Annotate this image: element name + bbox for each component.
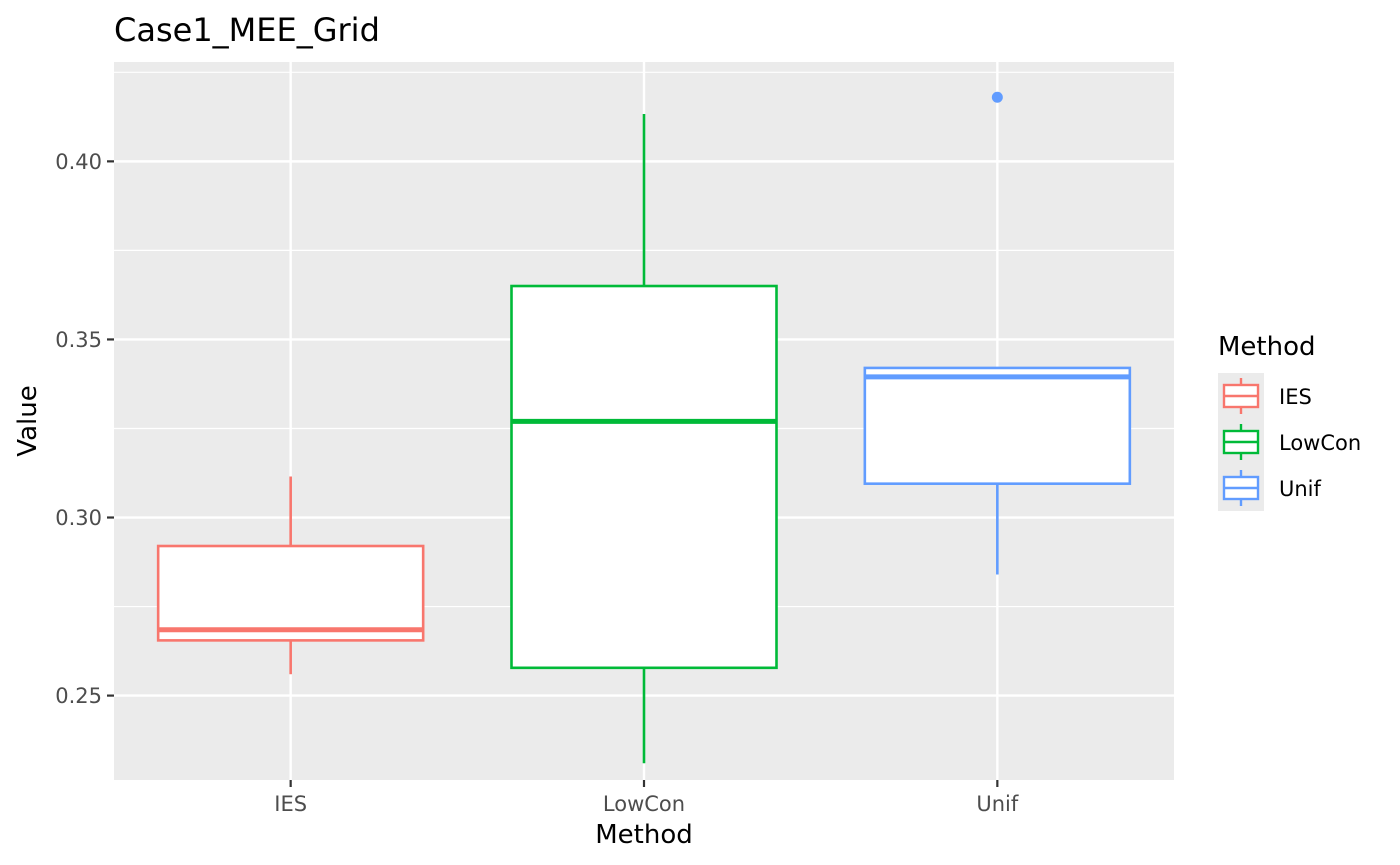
legend-label: IES (1279, 385, 1312, 409)
box (156, 544, 425, 642)
box (863, 366, 1132, 485)
legend: Method IES LowCon Unif (1218, 332, 1361, 511)
chart-title: Case1_MEE_Grid (114, 11, 380, 49)
legend-title: Method (1218, 332, 1316, 362)
y-tick-label: 0.25 (55, 684, 102, 708)
x-axis: IES LowCon Unif (274, 780, 1019, 816)
legend-item-unif: Unif (1218, 465, 1322, 511)
legend-item-ies: IES (1218, 373, 1312, 419)
x-axis-title: Method (595, 820, 693, 850)
boxplots (156, 91, 1132, 764)
y-tick-label: 0.40 (55, 150, 102, 174)
legend-label: LowCon (1279, 431, 1361, 455)
x-tick-label: IES (274, 792, 307, 816)
x-tick-label: Unif (976, 792, 1019, 816)
box (510, 284, 778, 670)
outlier-point (991, 91, 1003, 103)
y-axis-title: Value (13, 385, 43, 456)
boxplot-lowcon (510, 113, 778, 764)
boxplot-unif (863, 91, 1132, 575)
y-axis: 0.25 0.30 0.35 0.40 (55, 150, 114, 708)
y-tick-label: 0.30 (55, 506, 102, 530)
legend-label: Unif (1279, 477, 1322, 501)
boxplot-ies (156, 476, 425, 675)
x-tick-label: LowCon (603, 792, 685, 816)
y-tick-label: 0.35 (55, 328, 102, 352)
legend-item-lowcon: LowCon (1218, 419, 1361, 465)
